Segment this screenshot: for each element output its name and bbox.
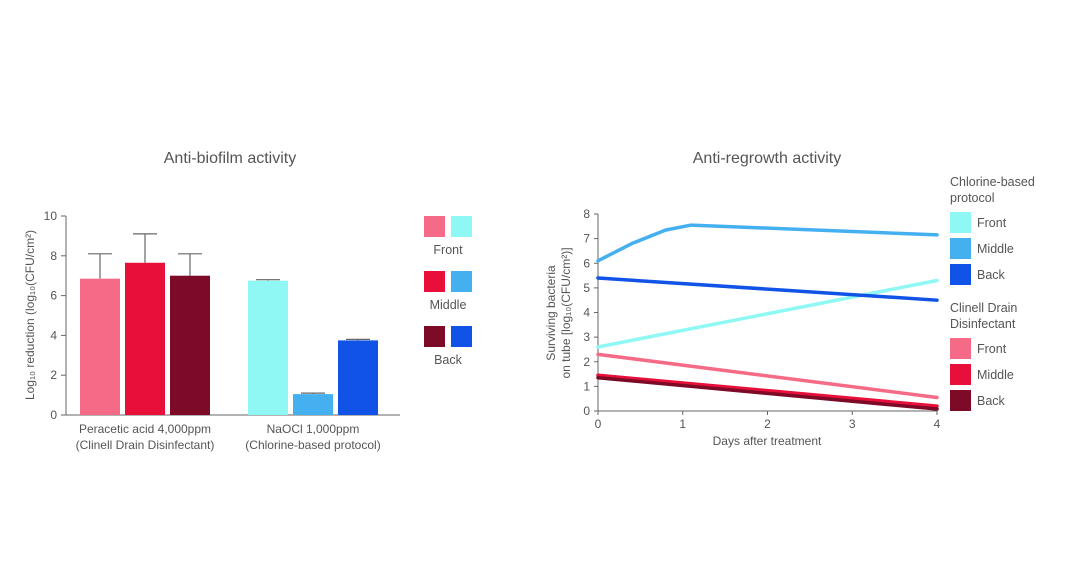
y-tick-label: 8 (583, 207, 590, 221)
x-tick-label: (Clinell Drain Disinfectant) (76, 438, 215, 452)
bar (293, 394, 333, 415)
legend-label: Middle (430, 298, 467, 312)
legend-group-title: Chlorine-based (950, 175, 1035, 189)
legend-swatch (451, 271, 472, 292)
y-tick-label: 10 (44, 209, 58, 223)
axes: 0 1 2 3 4 5 6 7 8 0 1 2 3 4 (583, 207, 940, 431)
legend-swatch (950, 264, 971, 285)
y-tick-label: 2 (583, 355, 590, 369)
legend-group-title: Disinfectant (950, 317, 1016, 331)
y-axis-label: Log₁₀ reduction (log₁₀(CFU/cm²) (23, 230, 37, 400)
series-line (596, 373, 939, 408)
bar (248, 280, 288, 415)
y-tick-label: 1 (583, 379, 590, 393)
y-tick-label: 7 (583, 232, 590, 246)
series-line (596, 278, 939, 349)
bar (170, 275, 210, 415)
y-tick-label: 0 (50, 408, 57, 422)
bar (338, 340, 378, 415)
anti-biofilm-chart: Anti-biofilm activity 0 2 4 6 8 10 Peracetic … (23, 150, 472, 452)
legend-label: Back (434, 353, 463, 367)
chart-title: Anti-biofilm activity (164, 150, 296, 167)
bars: Peracetic acid 4,000ppm (Clinell Drain Di… (76, 233, 381, 452)
legend-label: Front (433, 243, 463, 257)
legend-label: Front (977, 342, 1007, 356)
legend-label: Back (977, 268, 1006, 282)
legend-swatch (424, 326, 445, 347)
legend-label: Middle (977, 368, 1014, 382)
legend-swatch (424, 216, 445, 237)
legend-label: Front (977, 216, 1007, 230)
x-axis-label: Days after treatment (713, 434, 822, 448)
legend-swatch (950, 212, 971, 233)
y-tick-label: 5 (583, 281, 590, 295)
bar (80, 278, 120, 415)
x-tick-label: NaOCl 1,000ppm (267, 422, 360, 436)
x-tick-label: 4 (934, 417, 941, 431)
y-tick-label: 3 (583, 330, 590, 344)
legend-swatch (451, 216, 472, 237)
y-axis-label: Surviving bacteria (544, 265, 558, 361)
lines (596, 223, 939, 411)
x-tick-label: (Chlorine-based protocol) (245, 438, 380, 452)
x-tick-label: 3 (849, 417, 856, 431)
legend: Front Middle Back (424, 216, 472, 367)
y-tick-label: 4 (583, 306, 590, 320)
legend: Chlorine-based protocol Front Middle Back Cli… (950, 175, 1035, 411)
legend-group-title: protocol (950, 191, 994, 205)
series-line (596, 223, 939, 263)
legend-label: Back (977, 394, 1006, 408)
y-tick-label: 6 (50, 289, 57, 303)
y-tick-label: 8 (50, 249, 57, 263)
legend-swatch (950, 390, 971, 411)
legend-label: Middle (977, 242, 1014, 256)
bar (125, 262, 165, 415)
x-tick-label: 2 (764, 417, 771, 431)
series-line (596, 276, 939, 302)
y-tick-label: 6 (583, 256, 590, 270)
x-tick-label: Peracetic acid 4,000ppm (79, 422, 211, 436)
x-tick-label: 1 (679, 417, 686, 431)
legend-swatch (950, 238, 971, 259)
legend-swatch (451, 326, 472, 347)
y-axis-label-2: on tube [log₁₀(CFU/cm²)] (559, 247, 573, 378)
y-tick-label: 4 (50, 328, 57, 342)
legend-swatch (950, 338, 971, 359)
anti-regrowth-chart: Anti-regrowth activity 0 1 2 3 4 5 6 7 8 0 1 2 3 4 Ch… (544, 150, 1035, 448)
x-tick-label: 0 (595, 417, 602, 431)
y-tick-label: 0 (583, 404, 590, 418)
legend-group-title: Clinell Drain (950, 301, 1017, 315)
series-line (596, 376, 939, 411)
legend-swatch (950, 364, 971, 385)
chart-title: Anti-regrowth activity (693, 150, 842, 167)
series-line (596, 352, 939, 400)
y-tick-label: 2 (50, 368, 57, 382)
legend-swatch (424, 271, 445, 292)
